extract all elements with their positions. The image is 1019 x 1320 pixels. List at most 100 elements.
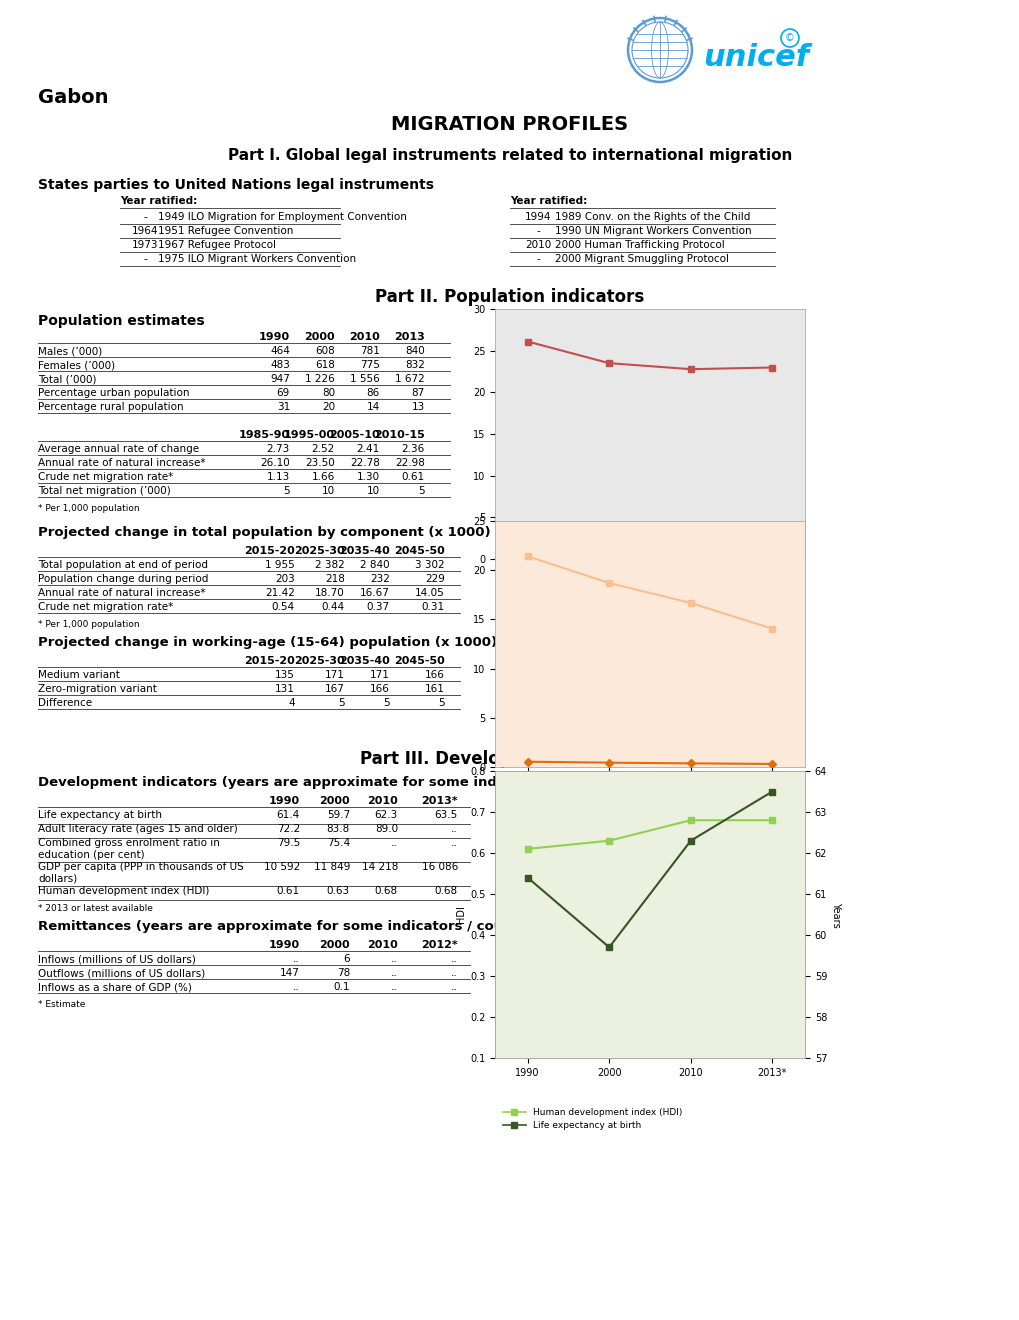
- Text: Inflows as a share of GDP (%): Inflows as a share of GDP (%): [38, 982, 192, 993]
- Y-axis label: Years: Years: [830, 902, 841, 928]
- Text: Inflows (millions of US dollars): Inflows (millions of US dollars): [38, 954, 196, 964]
- Text: 22.78: 22.78: [350, 458, 380, 469]
- Text: 2000: 2000: [304, 333, 334, 342]
- Text: 22.98: 22.98: [394, 458, 425, 469]
- Text: 1 955: 1 955: [265, 560, 294, 570]
- Text: 2010: 2010: [525, 240, 550, 249]
- Text: 1 672: 1 672: [395, 374, 425, 384]
- Legend: Human development index (HDI), Life expectancy at birth: Human development index (HDI), Life expe…: [499, 1104, 685, 1134]
- Text: Total net migration (’000): Total net migration (’000): [38, 486, 170, 496]
- Text: 1995-00: 1995-00: [283, 430, 334, 440]
- Text: 2013: 2013: [394, 333, 425, 342]
- Text: Annual rate of natural increase*: Annual rate of natural increase*: [38, 587, 205, 598]
- Text: * 2013 or latest available: * 2013 or latest available: [38, 904, 153, 913]
- Text: Difference: Difference: [38, 698, 92, 708]
- Text: 171: 171: [370, 671, 389, 680]
- Text: 14: 14: [367, 403, 380, 412]
- Text: 10 592: 10 592: [264, 862, 300, 873]
- Text: Medium variant: Medium variant: [38, 671, 120, 680]
- Text: ..: ..: [293, 954, 300, 964]
- Text: Outflows (millions of US dollars): Outflows (millions of US dollars): [38, 968, 205, 978]
- Text: ..: ..: [391, 968, 397, 978]
- Text: 775: 775: [360, 360, 380, 370]
- Text: 166: 166: [370, 684, 389, 694]
- Text: 59.7: 59.7: [326, 810, 350, 820]
- Text: 6: 6: [343, 954, 350, 964]
- Text: * Per 1,000 population: * Per 1,000 population: [38, 504, 140, 513]
- Text: 131: 131: [275, 684, 294, 694]
- Text: 1.66: 1.66: [312, 473, 334, 482]
- Text: 21.42: 21.42: [265, 587, 294, 598]
- Text: 2010: 2010: [367, 796, 397, 807]
- Text: Combined gross enrolment ratio in
education (per cent): Combined gross enrolment ratio in educat…: [38, 838, 220, 859]
- Text: ..: ..: [391, 954, 397, 964]
- Text: 166: 166: [425, 671, 444, 680]
- Text: States parties to United Nations legal instruments: States parties to United Nations legal i…: [38, 178, 433, 191]
- Text: ..: ..: [450, 982, 458, 993]
- Text: 83.8: 83.8: [326, 824, 350, 834]
- Text: 2012*: 2012*: [421, 940, 458, 950]
- Text: Percentage urban population: Percentage urban population: [38, 388, 190, 399]
- Text: Total (’000): Total (’000): [38, 374, 97, 384]
- Text: 2013*: 2013*: [421, 796, 458, 807]
- Text: Part II. Population indicators: Part II. Population indicators: [375, 288, 644, 306]
- Text: 10: 10: [322, 486, 334, 496]
- Text: 483: 483: [270, 360, 289, 370]
- Text: 464: 464: [270, 346, 289, 356]
- Text: unicef: unicef: [702, 44, 808, 73]
- Text: 0.63: 0.63: [326, 886, 350, 896]
- Text: 0.31: 0.31: [422, 602, 444, 612]
- Text: 3 302: 3 302: [415, 560, 444, 570]
- Text: 2 840: 2 840: [360, 560, 389, 570]
- Text: 229: 229: [425, 574, 444, 583]
- Text: 135: 135: [275, 671, 294, 680]
- Text: 0.61: 0.61: [276, 886, 300, 896]
- Text: 1964: 1964: [131, 226, 158, 236]
- Text: 1990: 1990: [269, 940, 300, 950]
- Text: Year ratified:: Year ratified:: [120, 195, 197, 206]
- Text: 2045-50: 2045-50: [394, 656, 444, 667]
- Text: MIGRATION PROFILES: MIGRATION PROFILES: [391, 115, 628, 135]
- Text: 13: 13: [412, 403, 425, 412]
- Text: 89.0: 89.0: [375, 824, 397, 834]
- Text: Part I. Global legal instruments related to international migration: Part I. Global legal instruments related…: [227, 148, 792, 162]
- Text: 87: 87: [412, 388, 425, 399]
- Text: 1951 Refugee Convention: 1951 Refugee Convention: [158, 226, 293, 236]
- Text: -: -: [536, 226, 539, 236]
- Y-axis label: HDI: HDI: [455, 906, 466, 924]
- Text: 0.61: 0.61: [401, 473, 425, 482]
- Text: 79.5: 79.5: [276, 838, 300, 847]
- Text: 1973: 1973: [131, 240, 158, 249]
- Text: 1967 Refugee Protocol: 1967 Refugee Protocol: [158, 240, 276, 249]
- Text: ..: ..: [450, 838, 458, 847]
- Text: Population estimates: Population estimates: [38, 314, 205, 327]
- Text: 618: 618: [315, 360, 334, 370]
- Text: 18.70: 18.70: [315, 587, 344, 598]
- Text: Average annual rate of change: Average annual rate of change: [38, 444, 199, 454]
- Text: -: -: [143, 253, 147, 264]
- Text: ..: ..: [293, 982, 300, 993]
- Text: Crude net migration rate*: Crude net migration rate*: [38, 602, 173, 612]
- Text: 26.10: 26.10: [260, 458, 289, 469]
- Text: 2015-20: 2015-20: [244, 656, 294, 667]
- Text: 14.05: 14.05: [415, 587, 444, 598]
- Text: 31: 31: [276, 403, 289, 412]
- Text: 2000: 2000: [319, 940, 350, 950]
- Text: 16 086: 16 086: [421, 862, 458, 873]
- Text: 947: 947: [270, 374, 289, 384]
- Text: Part III. Development indicators: Part III. Development indicators: [360, 750, 659, 768]
- Text: Total population at end of period: Total population at end of period: [38, 560, 208, 570]
- Text: 218: 218: [325, 574, 344, 583]
- Text: * Per 1,000 population: * Per 1,000 population: [38, 620, 140, 630]
- Text: 1.30: 1.30: [357, 473, 380, 482]
- Text: -: -: [536, 253, 539, 264]
- Text: 2.36: 2.36: [401, 444, 425, 454]
- Text: 1 226: 1 226: [305, 374, 334, 384]
- Text: 161: 161: [425, 684, 444, 694]
- Text: 840: 840: [405, 346, 425, 356]
- Text: -: -: [143, 213, 147, 222]
- Text: ..: ..: [450, 968, 458, 978]
- Text: Gabon: Gabon: [38, 88, 108, 107]
- Text: Adult literacy rate (ages 15 and older): Adult literacy rate (ages 15 and older): [38, 824, 237, 834]
- Text: Year ratified:: Year ratified:: [510, 195, 587, 206]
